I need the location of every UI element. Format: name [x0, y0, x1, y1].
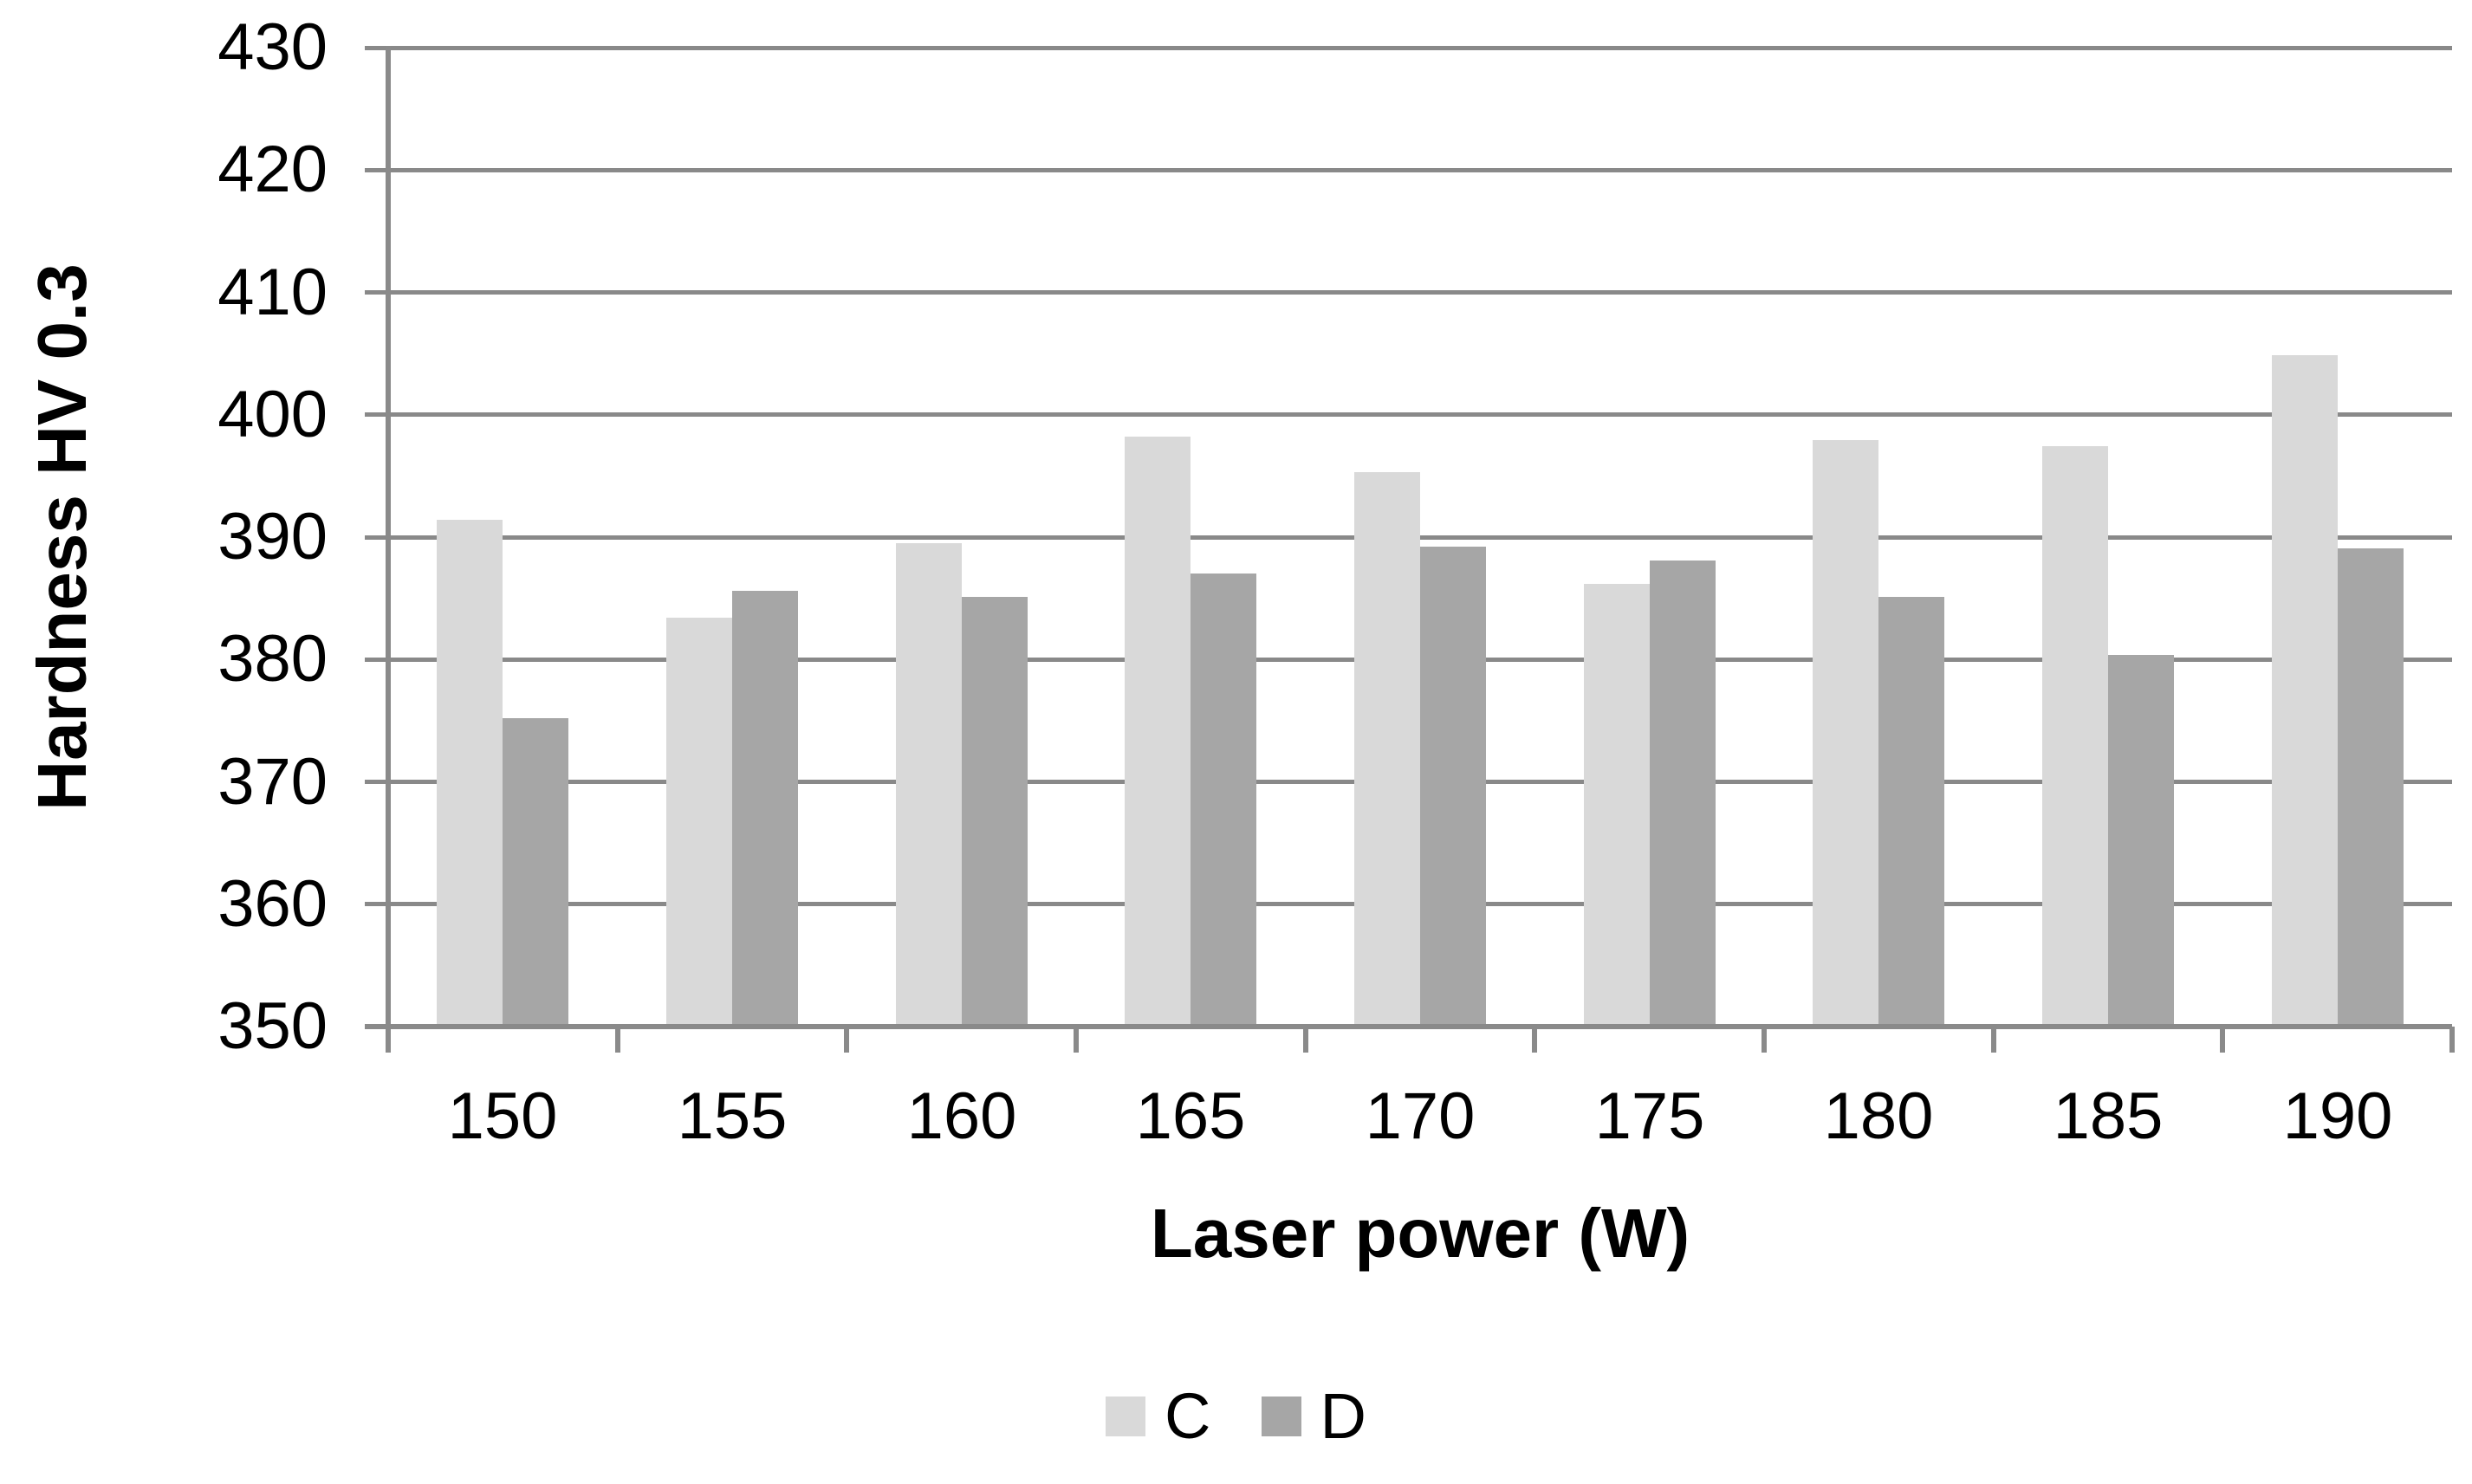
bar-D-165: [1191, 574, 1256, 1027]
y-tick-label-380: 380: [217, 622, 328, 696]
y-tick-label-350: 350: [217, 989, 328, 1063]
x-tick-label-190: 190: [2282, 1079, 2393, 1153]
x-axis-line: [365, 1024, 2452, 1029]
y-tick-label-430: 430: [217, 10, 328, 84]
y-tick-label-400: 400: [217, 378, 328, 451]
x-tick-label-180: 180: [1823, 1079, 1934, 1153]
x-tick-label-185: 185: [2053, 1079, 2164, 1153]
legend-label-C: C: [1165, 1380, 1211, 1452]
x-axis-tick-7: [1991, 1027, 1996, 1053]
x-tick-label-160: 160: [906, 1079, 1017, 1153]
x-axis-tick-4: [1303, 1027, 1308, 1053]
x-tick-label-175: 175: [1594, 1079, 1705, 1153]
x-axis-title: Laser power (W): [1150, 1195, 1690, 1272]
bar-C-170: [1354, 472, 1420, 1027]
legend-swatch-D: [1261, 1397, 1301, 1436]
gridline-y-400: [365, 412, 2452, 417]
x-tick-label-155: 155: [677, 1079, 788, 1153]
x-tick-label-150: 150: [447, 1079, 558, 1153]
x-axis-tick-6: [1762, 1027, 1767, 1053]
bar-D-185: [2108, 655, 2174, 1027]
y-tick-label-420: 420: [217, 133, 328, 206]
y-axis-line: [386, 46, 391, 1027]
bar-D-170: [1420, 547, 1486, 1027]
legend-swatch-C: [1106, 1397, 1146, 1436]
bar-D-190: [2338, 548, 2404, 1027]
y-tick-label-410: 410: [217, 256, 328, 329]
bar-C-185: [2042, 446, 2108, 1027]
bar-C-150: [437, 520, 503, 1027]
x-tick-label-170: 170: [1365, 1079, 1476, 1153]
y-tick-label-390: 390: [217, 500, 328, 574]
bar-C-155: [666, 618, 732, 1027]
x-axis-tick-3: [1074, 1027, 1079, 1053]
y-tick-label-370: 370: [217, 745, 328, 819]
bar-C-160: [896, 543, 962, 1027]
x-tick-label-165: 165: [1135, 1079, 1246, 1153]
bar-C-165: [1125, 437, 1191, 1027]
bar-D-160: [962, 597, 1028, 1027]
bar-D-180: [1878, 597, 1944, 1027]
legend-label-D: D: [1320, 1380, 1366, 1452]
x-axis-tick-8: [2220, 1027, 2225, 1053]
x-axis-tick-9: [2449, 1027, 2455, 1053]
legend-item-D: D: [1261, 1380, 1366, 1452]
x-axis-tick-2: [844, 1027, 849, 1053]
x-axis-tick-0: [386, 1027, 391, 1053]
y-axis-title: Hardness HV 0.3: [23, 263, 101, 811]
legend-item-C: C: [1106, 1380, 1211, 1452]
bar-C-180: [1813, 440, 1878, 1027]
gridline-y-430: [365, 46, 2452, 50]
x-axis-tick-1: [615, 1027, 620, 1053]
x-axis-tick-5: [1532, 1027, 1537, 1053]
bar-D-155: [732, 591, 798, 1027]
bar-C-175: [1584, 584, 1650, 1027]
bar-D-150: [503, 718, 568, 1027]
bar-C-190: [2272, 355, 2338, 1027]
gridline-y-410: [365, 290, 2452, 295]
gridline-y-420: [365, 168, 2452, 172]
y-tick-label-360: 360: [217, 867, 328, 941]
bar-D-175: [1650, 561, 1716, 1027]
